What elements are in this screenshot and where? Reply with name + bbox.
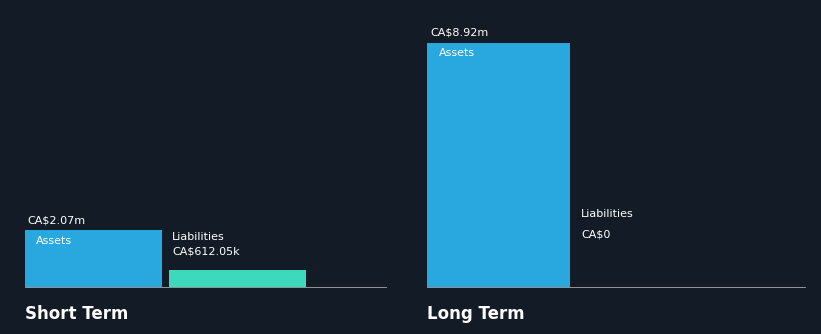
Text: Assets: Assets xyxy=(439,48,475,58)
Text: CA$2.07m: CA$2.07m xyxy=(28,215,85,225)
Text: Long Term: Long Term xyxy=(427,306,525,323)
Text: Liabilities: Liabilities xyxy=(172,232,225,242)
Text: CA$612.05k: CA$612.05k xyxy=(172,246,240,257)
Bar xyxy=(25,230,162,287)
Text: Short Term: Short Term xyxy=(25,306,128,323)
Bar xyxy=(427,43,571,287)
Bar xyxy=(169,271,306,287)
Text: Assets: Assets xyxy=(36,236,72,246)
Text: CA$8.92m: CA$8.92m xyxy=(430,27,488,37)
Text: Liabilities: Liabilities xyxy=(581,209,634,219)
Text: CA$0: CA$0 xyxy=(581,230,610,240)
